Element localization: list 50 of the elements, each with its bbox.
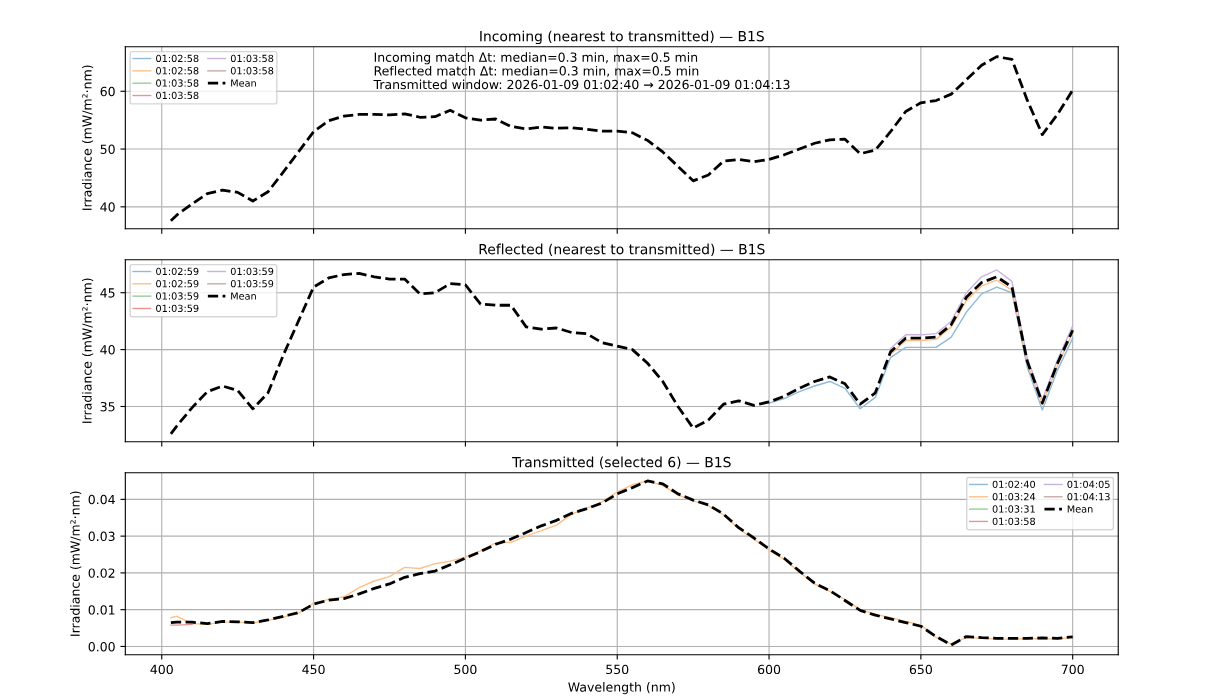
- chart-title: Reflected (nearest to transmitted) — B1S: [479, 243, 765, 257]
- chart-title: Transmitted (selected 6) — B1S: [512, 456, 731, 469]
- y-axis-title: Irradiance (mW/m²·nm): [70, 491, 82, 636]
- legend-label: Mean: [231, 292, 256, 300]
- y-tick-label: 0.04: [88, 494, 115, 505]
- annotation: Reflected match Δt: median=0.3 min, max=0.5 min: [374, 65, 699, 77]
- x-tick-label: 700: [1061, 664, 1084, 675]
- legend-label: 01:03:58: [156, 79, 199, 87]
- y-tick-label: 0.00: [88, 641, 115, 652]
- legend-label: 01:02:59: [156, 280, 199, 288]
- x-tick-label: 650: [909, 664, 932, 675]
- legend-label: 01:03:59: [156, 304, 199, 313]
- legend-label: 01:04:05: [1067, 480, 1110, 488]
- y-tick-label: 0.02: [88, 568, 115, 578]
- y-tick-label: 40: [100, 345, 115, 355]
- y-tick-label: 0.03: [88, 531, 115, 542]
- y-axis-title: Irradiance (mW/m²·nm): [82, 65, 94, 210]
- y-tick-label: 45: [100, 288, 115, 298]
- legend-label: 01:03:59: [230, 280, 274, 288]
- y-tick-label: 50: [100, 144, 115, 154]
- legend-label: 01:03:58: [156, 91, 199, 100]
- legend-label: 01:02:59: [156, 267, 199, 276]
- legend-label: 01:03:58: [992, 517, 1036, 525]
- legend-label: 01:02:58: [156, 67, 199, 75]
- y-tick-label: 40: [100, 202, 115, 212]
- legend-label: 01:03:31: [992, 505, 1035, 513]
- x-tick-label: 500: [454, 664, 477, 675]
- annotation: Transmitted window: 2026-01-09 01:02:40 → 2026-01-09 01:04:13: [373, 79, 790, 90]
- x-tick-label: 450: [302, 664, 325, 675]
- legend-label: 01:02:58: [156, 54, 199, 63]
- legend-label: 01:02:40: [992, 480, 1036, 488]
- legend-label: Mean: [1067, 505, 1093, 513]
- y-tick-label: 35: [100, 401, 115, 412]
- x-tick-label: 600: [757, 664, 781, 675]
- legend-label: 01:03:24: [992, 492, 1036, 501]
- annotation: Incoming match Δt: median=0.3 min, max=0.5 min: [374, 52, 698, 65]
- legend-label: 01:03:58: [230, 54, 274, 63]
- x-tick-label: 400: [150, 664, 173, 675]
- legend-label: 01:03:59: [156, 292, 199, 300]
- line-series: [768, 286, 1074, 411]
- chart-title: Incoming (nearest to transmitted) — B1S: [480, 30, 764, 45]
- legend-label: 01:03:59: [230, 267, 274, 276]
- x-tick-label: 550: [606, 664, 629, 675]
- legend-label: Mean: [231, 79, 256, 87]
- legend-label: 01:03:58: [230, 67, 274, 75]
- legend-label: 01:04:13: [1067, 492, 1110, 501]
- y-tick-label: 0.01: [88, 605, 115, 615]
- x-axis-title: Wavelength (nm): [568, 682, 675, 695]
- y-tick-label: 60: [100, 86, 115, 97]
- y-axis-title: Irradiance (mW/m²·nm): [82, 278, 94, 423]
